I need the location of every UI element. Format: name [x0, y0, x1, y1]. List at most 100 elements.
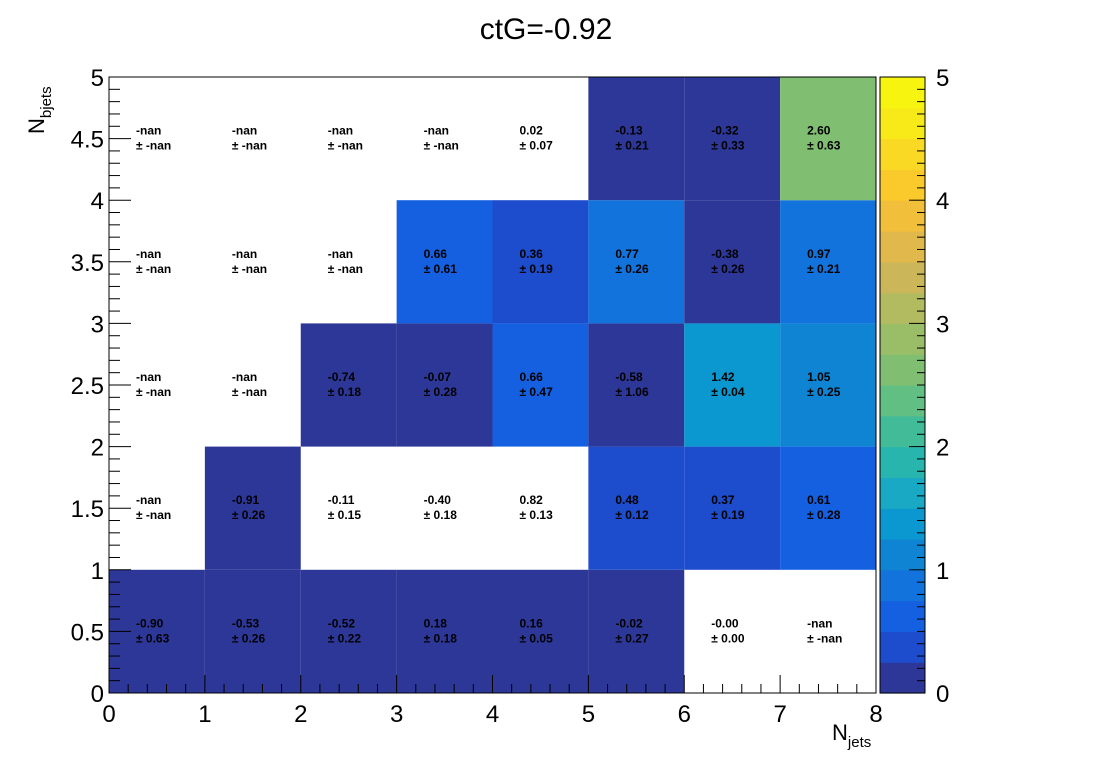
chart-title: ctG=-0.92 [480, 13, 613, 46]
cell-value-label: 0.97 [807, 247, 831, 261]
cell-value-label: -0.00 [711, 616, 739, 630]
x-axis: 0 1 2 3 4 5 6 7 8 [102, 675, 883, 728]
color-scale-swatch [880, 539, 925, 571]
cell-error-label: ± 0.18 [328, 385, 362, 399]
y-tick-label: 3.5 [71, 250, 104, 277]
heatmap-cell [588, 77, 685, 201]
heatmap-cell [492, 569, 589, 693]
color-scale-swatch [880, 446, 925, 478]
color-scale-swatch [880, 385, 925, 417]
cell-error-label: ± 0.63 [807, 139, 841, 153]
cell-error-label: ± 0.28 [424, 385, 458, 399]
cell-value-label: -0.32 [711, 124, 739, 138]
cell-error-label: ± 0.13 [520, 508, 554, 522]
y-tick-label: 4.5 [71, 127, 104, 154]
cell-error-label: ± 0.07 [520, 139, 554, 153]
cell-value-label: 0.37 [711, 493, 735, 507]
color-scale-swatch [880, 569, 925, 602]
color-scale-swatch [880, 169, 925, 201]
z-tick-label: 5 [936, 65, 949, 92]
heatmap-cell [396, 323, 493, 447]
cell-error-label: ± 0.15 [328, 508, 362, 522]
y-tick-label: 0 [91, 681, 104, 708]
y-axis: 0 0.5 1 1.5 2 2.5 3 3.5 4 4.5 5 [71, 65, 131, 708]
cell-value-label: 0.66 [424, 247, 448, 261]
color-scale-swatch [880, 477, 925, 509]
z-tick-label: 3 [936, 311, 949, 338]
heatmap-cells [109, 77, 876, 693]
cell-value-label: -nan [136, 493, 161, 507]
cell-value-label: 0.77 [615, 247, 639, 261]
cell-error-label: ± 0.61 [424, 262, 458, 276]
color-scale-swatch [880, 415, 925, 448]
cell-value-label: -0.13 [615, 124, 643, 138]
x-tick-label: 7 [773, 701, 786, 728]
cell-error-label: ± 0.05 [520, 631, 554, 645]
heatmap-cell [300, 569, 397, 693]
y-tick-label: 0.5 [71, 619, 104, 646]
color-scale-swatch [880, 107, 925, 140]
cell-error-label: ± 0.18 [424, 508, 458, 522]
cell-value-label: -0.53 [232, 616, 260, 630]
cell-error-label: ± 0.21 [807, 262, 841, 276]
y-tick-label: 5 [91, 65, 104, 92]
color-scale-swatch [880, 600, 925, 632]
cell-value-label: 1.05 [807, 370, 831, 384]
x-axis-title-sub: jets [847, 734, 871, 751]
cell-value-label: 0.36 [520, 247, 544, 261]
y-tick-label: 4 [91, 188, 104, 215]
cell-error-label: ± 0.28 [807, 508, 841, 522]
cell-value-label: -nan [328, 247, 353, 261]
cell-value-label: -0.11 [328, 493, 355, 507]
cell-value-label: -0.38 [711, 247, 739, 261]
cell-value-label: 2.60 [807, 124, 831, 138]
z-tick-label: 2 [936, 435, 949, 462]
cell-error-label: ± -nan [136, 262, 171, 276]
heatmap-cell [588, 569, 685, 693]
y-axis-title-main: N [24, 118, 49, 134]
x-tick-label: 2 [294, 701, 307, 728]
heatmap-cell [780, 446, 876, 570]
cell-value-label: -0.40 [424, 493, 452, 507]
cell-value-label: -nan [232, 124, 257, 138]
cell-value-label: -nan [424, 124, 449, 138]
cell-error-label: ± 0.00 [711, 631, 745, 645]
cell-error-label: ± -nan [328, 262, 363, 276]
cell-value-label: -nan [232, 370, 257, 384]
x-tick-label: 6 [678, 701, 691, 728]
heatmap-cell [300, 323, 397, 447]
y-tick-label: 1.5 [71, 496, 104, 523]
cell-error-label: ± 1.06 [615, 385, 649, 399]
cell-error-label: ± -nan [136, 385, 171, 399]
color-scale-swatch [880, 354, 925, 386]
cell-value-label: 0.66 [520, 370, 544, 384]
y-tick-label: 1 [91, 558, 104, 585]
cell-value-label: -nan [136, 124, 161, 138]
z-tick-label: 4 [936, 188, 949, 215]
color-scale [879, 76, 926, 694]
z-tick-label: 1 [936, 558, 949, 585]
cell-value-label: -0.91 [232, 493, 260, 507]
cell-value-label: 0.16 [520, 616, 544, 630]
cell-value-label: -0.58 [615, 370, 643, 384]
heatmap-cell [396, 200, 493, 324]
cell-error-label: ± -nan [328, 139, 363, 153]
x-tick-label: 1 [198, 701, 211, 728]
heatmap-cell [780, 77, 876, 201]
cell-error-label: ± -nan [424, 139, 459, 153]
heatmap-cell [588, 323, 685, 447]
cell-error-label: ± 0.21 [615, 139, 649, 153]
color-scale-swatch [880, 231, 925, 263]
color-scale-swatch [880, 200, 925, 232]
cell-error-label: ± 0.19 [711, 508, 745, 522]
cell-error-label: ± 0.12 [615, 508, 649, 522]
cell-value-label: 0.48 [615, 493, 639, 507]
cell-error-label: ± -nan [232, 139, 267, 153]
cell-value-label: -0.07 [424, 370, 452, 384]
cell-error-label: ± 0.04 [711, 385, 745, 399]
color-scale-axis: 0 1 2 3 4 5 [909, 65, 949, 708]
color-scale-swatch [880, 77, 925, 109]
heatmap-cell [684, 323, 781, 447]
color-scale-swatch [880, 292, 925, 324]
